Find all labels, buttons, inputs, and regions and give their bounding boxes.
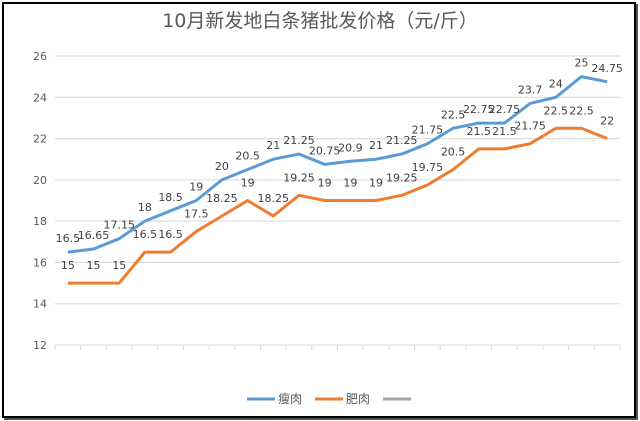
chart-frame [2,2,636,418]
data-label: 22 [600,115,614,128]
data-label: 20 [215,160,229,173]
data-label: 19.75 [412,161,444,174]
data-label: 25 [574,57,588,70]
data-label: 17.15 [103,219,135,232]
y-tick-label: 16 [33,256,47,269]
data-label: 24 [549,77,563,90]
data-label: 16.5 [56,232,81,245]
data-label: 21.25 [386,134,418,147]
data-label: 16.5 [158,228,183,241]
data-label: 15 [87,259,101,272]
data-label: 20.5 [235,150,260,163]
data-label: 20.9 [338,141,363,154]
data-label: 21 [266,139,280,152]
data-label: 22.5 [441,108,466,121]
y-tick-label: 22 [33,133,47,146]
y-tick-label: 20 [33,174,47,187]
data-label: 19 [241,177,255,190]
data-label: 19 [343,177,357,190]
data-label: 22.5 [544,104,569,117]
series-line-0 [67,75,608,254]
series-line-1 [67,126,608,285]
data-label: 20.5 [441,146,466,159]
data-label: 22.75 [489,103,521,116]
y-tick-label: 24 [33,91,47,104]
data-label: 21.5 [492,125,517,138]
data-label: 18.25 [206,192,238,205]
data-label: 19 [369,177,383,190]
data-label: 23.7 [518,83,543,96]
data-label: 19.25 [386,171,418,184]
y-tick-label: 14 [33,298,47,311]
data-label: 24.75 [591,62,623,75]
y-tick-label: 12 [33,339,47,352]
data-label: 20.75 [309,144,341,157]
data-label: 16.65 [78,229,110,242]
data-label: 21 [369,139,383,152]
data-label: 15 [61,259,75,272]
data-label: 17.5 [184,207,209,220]
y-tick-label: 18 [33,215,47,228]
legend-label: 肥肉 [346,392,370,406]
data-label: 18.25 [258,192,290,205]
y-tick-label: 26 [33,50,47,63]
data-label: 22.5 [569,104,594,117]
data-label: 18 [138,201,152,214]
data-label: 22.75 [463,103,495,116]
data-label: 15 [112,259,126,272]
data-label: 21.75 [412,124,444,137]
data-label: 21.75 [514,120,546,133]
chart-title: 10月新发地白条猪批发价格（元/斤） [162,10,478,32]
data-label: 16.5 [133,228,158,241]
data-label: 19 [318,177,332,190]
data-label: 21.25 [283,134,315,147]
data-label: 19.25 [283,171,315,184]
legend-label: 瘦肉 [278,391,302,406]
data-label: 19 [189,181,203,194]
data-label: 18.5 [158,191,183,204]
data-label: 21.5 [467,125,492,138]
